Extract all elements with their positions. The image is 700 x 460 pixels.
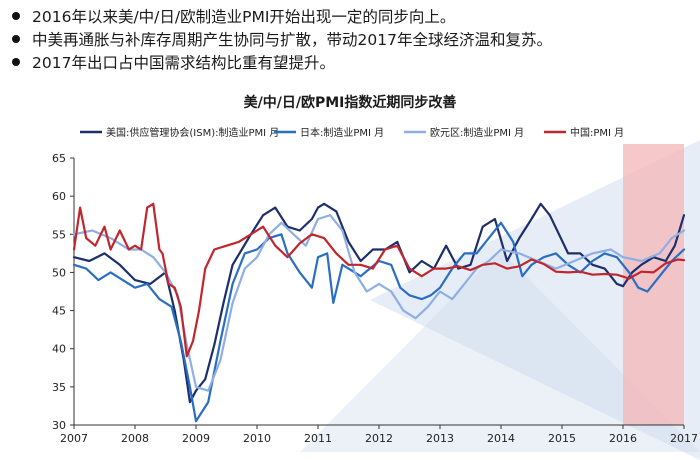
- x-tick-label: 2017: [670, 432, 698, 445]
- bullet-text: 2017年出口占中国需求结构比重有望提升。: [32, 53, 335, 72]
- x-tick-label: 2007: [60, 432, 88, 445]
- y-tick-label: 30: [52, 419, 66, 432]
- x-tick-label: 2010: [243, 432, 271, 445]
- bullet-list: 2016年以来美/中/日/欧制造业PMI开始出现一定的同步向上。 中美再通胀与补…: [8, 4, 552, 73]
- bullet-text: 2016年以来美/中/日/欧制造业PMI开始出现一定的同步向上。: [32, 7, 456, 26]
- x-tick-label: 2016: [609, 432, 637, 445]
- y-tick-label: 40: [52, 343, 66, 356]
- y-tick-label: 60: [52, 190, 66, 203]
- y-tick-label: 35: [52, 381, 66, 394]
- x-tick-label: 2011: [304, 432, 332, 445]
- bullet-item: 2016年以来美/中/日/欧制造业PMI开始出现一定的同步向上。: [8, 4, 552, 27]
- chart-title: 美/中/日/欧PMI指数近期同步改善: [243, 95, 457, 111]
- y-tick-label: 45: [52, 305, 66, 318]
- legend-label: 日本:制造业PMI 月: [300, 126, 384, 139]
- x-tick-label: 2012: [365, 432, 393, 445]
- bullet-dot-icon: [12, 57, 20, 66]
- x-tick-label: 2008: [121, 432, 149, 445]
- bullet-dot-icon: [12, 11, 20, 20]
- bullet-text: 中美再通胀与补库存周期产生协同与扩散，带动2017年全球经济温和复苏。: [32, 30, 552, 49]
- x-tick-label: 2013: [426, 432, 454, 445]
- x-tick-label: 2014: [487, 432, 515, 445]
- bullet-item: 2017年出口占中国需求结构比重有望提升。: [8, 50, 552, 73]
- y-tick-label: 55: [52, 228, 66, 241]
- legend-label: 美国:供应管理协会(ISM):制造业PMI 月: [106, 126, 279, 139]
- x-tick-label: 2009: [182, 432, 210, 445]
- legend-label: 中国:PMI 月: [570, 126, 624, 139]
- bullet-dot-icon: [12, 34, 20, 43]
- legend-label: 欧元区:制造业PMI 月: [430, 126, 524, 139]
- bullet-item: 中美再通胀与补库存周期产生协同与扩散，带动2017年全球经济温和复苏。: [8, 27, 552, 50]
- x-tick-label: 2015: [548, 432, 576, 445]
- y-tick-label: 50: [52, 266, 66, 279]
- y-tick-label: 65: [52, 152, 66, 165]
- series-line: [72, 202, 686, 358]
